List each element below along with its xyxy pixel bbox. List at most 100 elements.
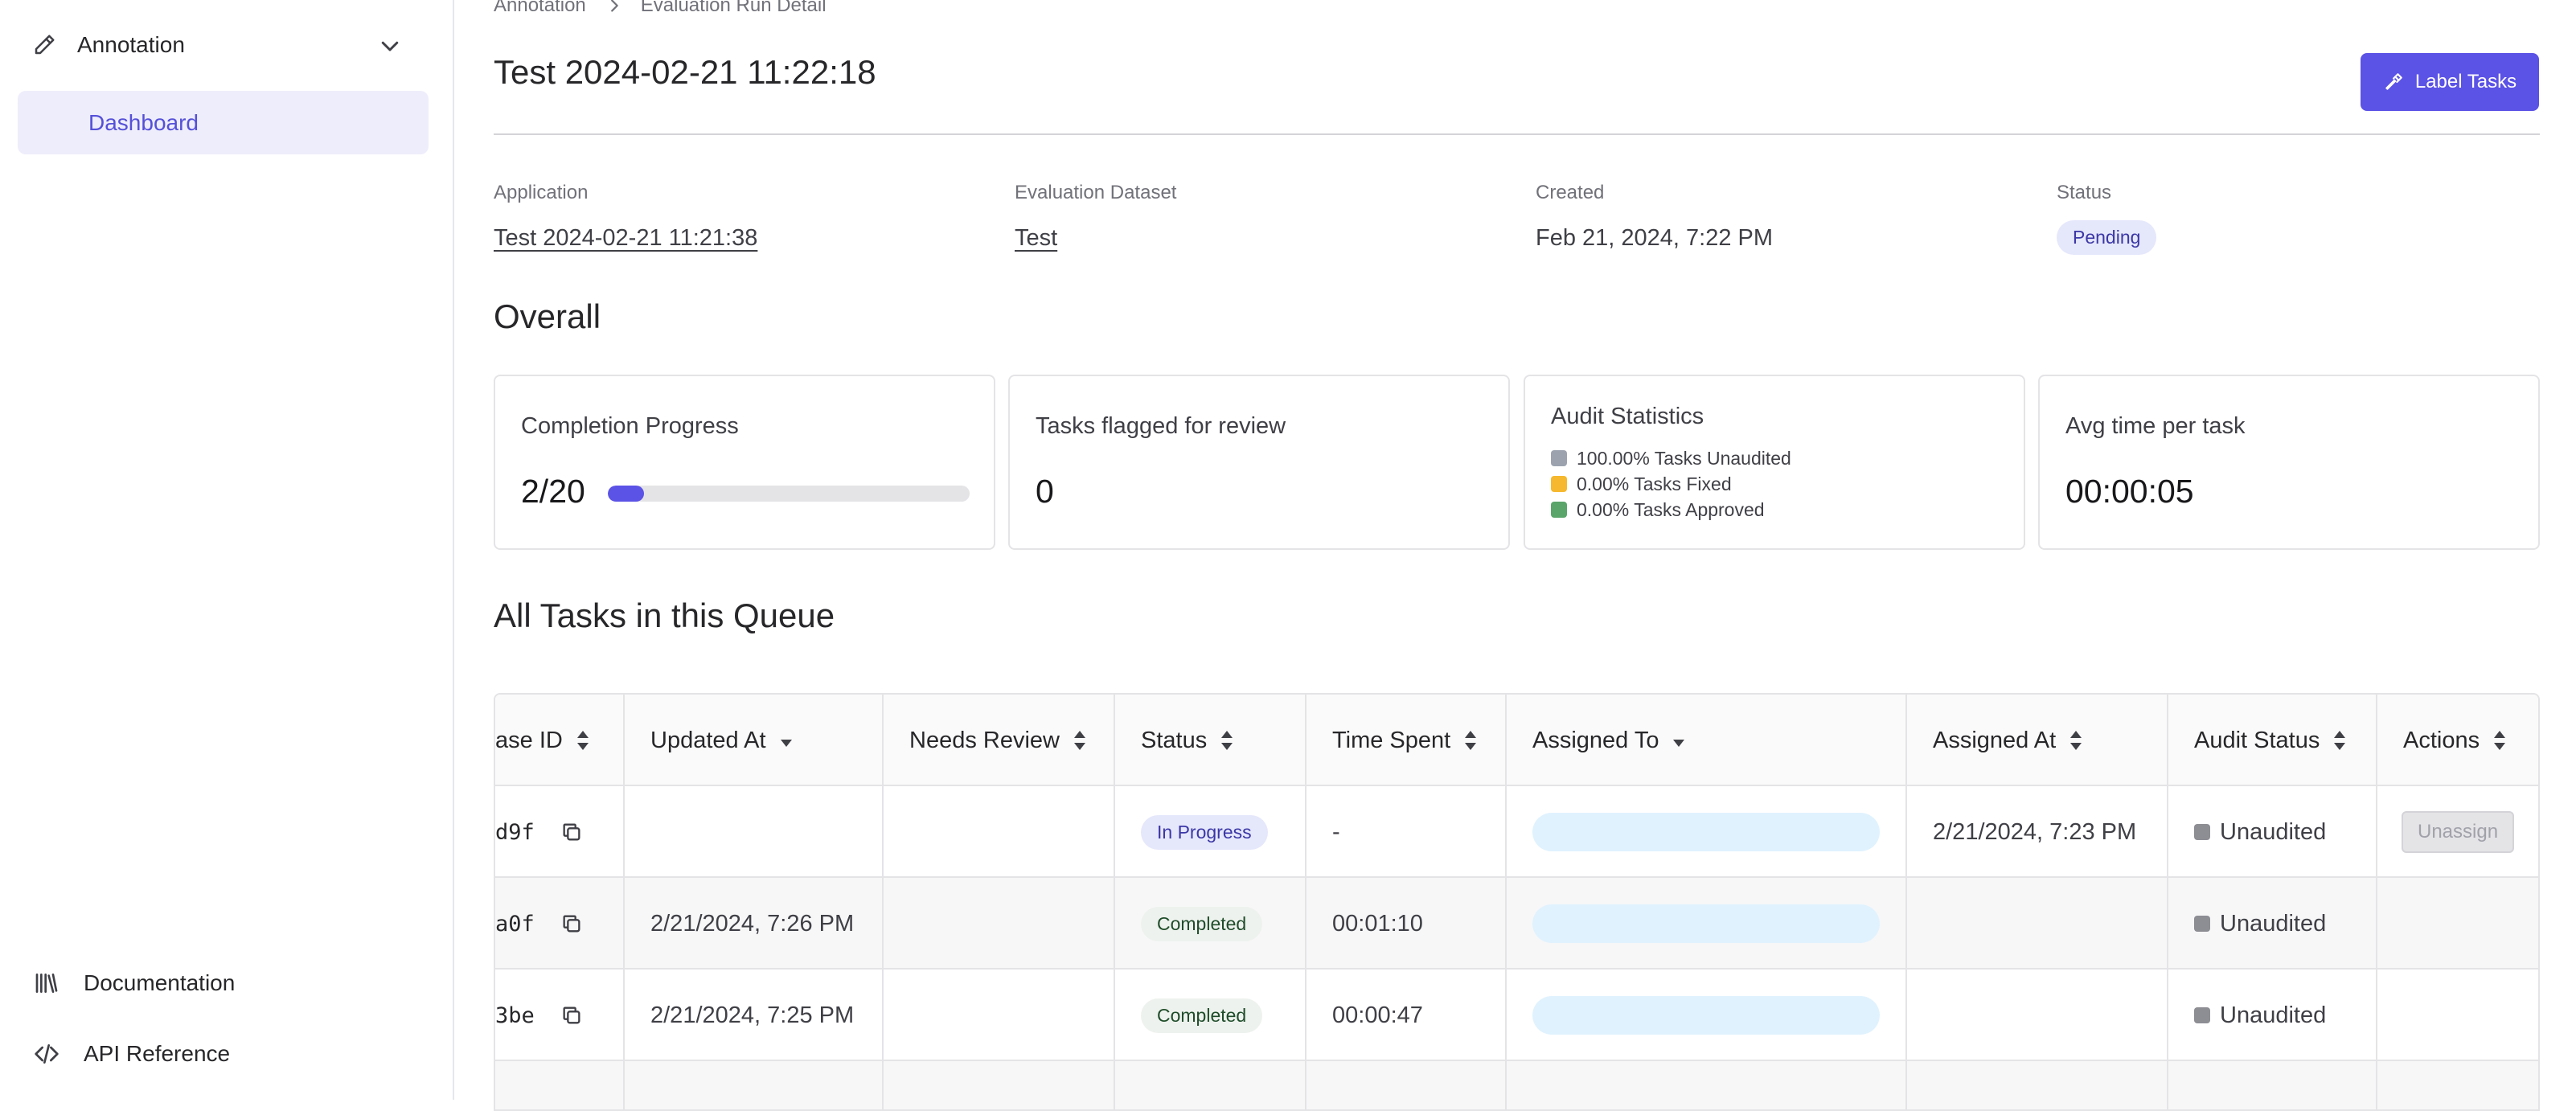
- assigned-at-cell: 2/21/2024, 7:23 PM: [1907, 786, 2168, 878]
- square-icon: [2194, 916, 2210, 932]
- updated-at-cell: [625, 1061, 884, 1109]
- time-spent-cell: 00:00:47: [1306, 970, 1507, 1061]
- col-time-spent[interactable]: Time Spent: [1306, 695, 1507, 786]
- sort-desc-icon[interactable]: [779, 729, 794, 752]
- chevron-right-icon: [605, 0, 623, 14]
- table-row[interactable]: d9f In Progress - 2/21/2024, 7:23 PM Una…: [495, 786, 2538, 878]
- col-audit-status[interactable]: Audit Status: [2168, 695, 2377, 786]
- page-title: Test 2024-02-21 11:22:18: [494, 53, 876, 91]
- col-assigned-to[interactable]: Assigned To: [1507, 695, 1907, 786]
- col-case-id[interactable]: ase ID: [495, 695, 625, 786]
- meta-label: Evaluation Dataset: [1015, 182, 1177, 203]
- square-icon: [1551, 476, 1567, 492]
- status-badge: Pending: [2057, 220, 2157, 255]
- hammer-icon: [2385, 73, 2402, 90]
- actions-cell: [2377, 970, 2538, 1061]
- col-label: Actions: [2403, 727, 2480, 753]
- assigned-at-cell: [1907, 1061, 2168, 1109]
- sort-icon[interactable]: [576, 729, 590, 752]
- col-status[interactable]: Status: [1115, 695, 1306, 786]
- updated-at-cell: 2/21/2024, 7:25 PM: [625, 970, 884, 1061]
- book-icon: [35, 974, 58, 993]
- tasks-table: ase ID Updated At Needs Review Status Ti…: [494, 693, 2540, 1111]
- col-actions[interactable]: Actions: [2377, 695, 2538, 786]
- application-link[interactable]: Test 2024-02-21 11:21:38: [494, 225, 758, 251]
- updated-at-cell: [625, 786, 884, 878]
- copy-icon[interactable]: [560, 912, 583, 935]
- label-tasks-label: Label Tasks: [2414, 71, 2517, 92]
- breadcrumb: Annotation Evaluation Run Detail: [494, 0, 827, 18]
- audit-statistics-card: Audit Statistics 100.00% Tasks Unaudited…: [1524, 375, 2025, 550]
- sort-icon[interactable]: [2332, 729, 2347, 752]
- meta-application: Application Test 2024-02-21 11:21:38: [494, 182, 757, 252]
- card-title: Completion Progress: [521, 413, 739, 439]
- col-label: Status: [1141, 727, 1208, 753]
- assigned-to-cell: [1507, 786, 1907, 878]
- audit-status-cell: Unaudited: [2168, 970, 2377, 1061]
- status-badge: In Progress: [1141, 814, 1268, 850]
- status-cell: [1115, 1061, 1306, 1109]
- card-title: Tasks flagged for review: [1036, 413, 1286, 439]
- table-row[interactable]: a0f 2/21/2024, 7:26 PM Completed 00:01:1…: [495, 878, 2538, 970]
- card-title: Audit Statistics: [1551, 404, 1704, 429]
- col-updated-at[interactable]: Updated At: [625, 695, 884, 786]
- sidebar-item-api-reference[interactable]: API Reference: [34, 1034, 230, 1074]
- square-icon: [2194, 1007, 2210, 1023]
- case-id-cell: a0f: [495, 878, 625, 970]
- needs-review-cell: [884, 970, 1115, 1061]
- dataset-link[interactable]: Test: [1015, 225, 1058, 251]
- sort-icon[interactable]: [1073, 729, 1087, 752]
- col-needs-review[interactable]: Needs Review: [884, 695, 1115, 786]
- actions-cell: Unassign: [2377, 786, 2538, 878]
- meta-dataset: Evaluation Dataset Test: [1015, 182, 1176, 252]
- status-cell: In Progress: [1115, 786, 1306, 878]
- sidebar-group-annotation[interactable]: Annotation: [32, 23, 402, 68]
- meta-label: Status: [2057, 182, 2112, 203]
- actions-cell: [2377, 878, 2538, 970]
- audit-item: 0.00% Tasks Approved: [1551, 497, 1791, 523]
- breadcrumb-parent[interactable]: Annotation: [494, 0, 586, 16]
- sidebar: Annotation Dashboard Documentation API R…: [0, 0, 454, 1100]
- assignee-chip: [1532, 813, 1880, 851]
- status-cell: Completed: [1115, 970, 1306, 1061]
- time-spent-cell: [1306, 1061, 1507, 1109]
- audit-item: 0.00% Tasks Fixed: [1551, 471, 1791, 497]
- sort-icon[interactable]: [1220, 729, 1234, 752]
- square-icon: [2194, 824, 2210, 840]
- case-id: 3be: [495, 1002, 535, 1028]
- case-id: a0f: [495, 911, 535, 937]
- sort-icon[interactable]: [2069, 729, 2083, 752]
- code-icon: [35, 1044, 59, 1064]
- time-spent-cell: 00:01:10: [1306, 878, 1507, 970]
- chevron-down-icon[interactable]: [378, 34, 402, 58]
- table-row[interactable]: [495, 1061, 2538, 1109]
- case-id-cell: 3be: [495, 970, 625, 1061]
- col-label: ase ID: [495, 727, 563, 753]
- table-row[interactable]: 3be 2/21/2024, 7:25 PM Completed 00:00:4…: [495, 970, 2538, 1061]
- audit-item: 100.00% Tasks Unaudited: [1551, 445, 1791, 471]
- audit-status-cell: [2168, 1061, 2377, 1109]
- col-assigned-at[interactable]: Assigned At: [1907, 695, 2168, 786]
- card-title: Avg time per task: [2065, 413, 2246, 439]
- col-label: Audit Status: [2194, 727, 2320, 753]
- sort-desc-icon[interactable]: [1672, 729, 1686, 752]
- needs-review-cell: [884, 878, 1115, 970]
- needs-review-cell: [884, 1061, 1115, 1109]
- tasks-title: All Tasks in this Queue: [494, 596, 835, 634]
- sort-icon[interactable]: [1463, 729, 1478, 752]
- unassign-button[interactable]: Unassign: [2402, 811, 2515, 853]
- sort-icon[interactable]: [2492, 729, 2507, 752]
- label-tasks-button[interactable]: Label Tasks: [2361, 53, 2539, 111]
- copy-icon[interactable]: [560, 821, 583, 843]
- sidebar-item-dashboard[interactable]: Dashboard: [18, 91, 429, 154]
- needs-review-cell: [884, 786, 1115, 878]
- progress-fill: [608, 486, 644, 502]
- divider: [494, 133, 2540, 135]
- copy-icon[interactable]: [560, 1004, 583, 1027]
- audit-status: Unaudited: [2220, 910, 2327, 937]
- created-value: Feb 21, 2024, 7:22 PM: [1536, 225, 1774, 251]
- avg-time-value: 00:00:05: [2065, 473, 2194, 510]
- assigned-to-cell: [1507, 878, 1907, 970]
- status-badge: Completed: [1141, 906, 1263, 941]
- sidebar-item-documentation[interactable]: Documentation: [34, 963, 235, 1003]
